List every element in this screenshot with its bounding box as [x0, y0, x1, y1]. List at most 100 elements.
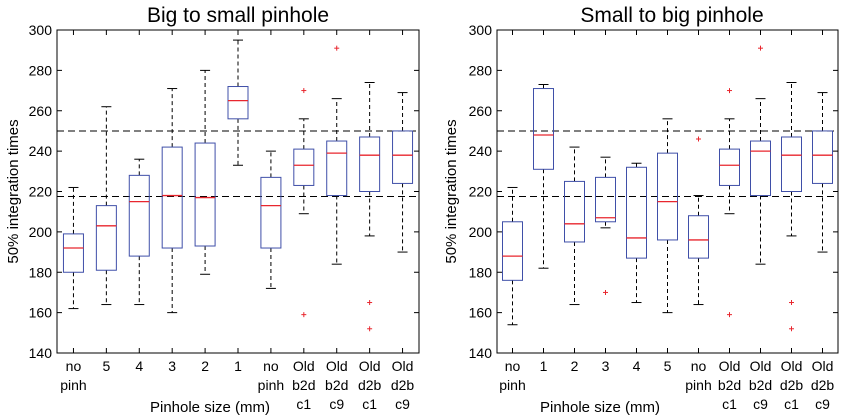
iqr-box	[564, 180, 585, 243]
box-8	[719, 88, 740, 318]
box-9	[750, 45, 771, 265]
outlier-marker	[301, 312, 307, 318]
iqr-box	[781, 136, 802, 192]
x-tick-label: 3	[602, 358, 610, 374]
outlier-marker	[367, 300, 373, 306]
outlier-marker	[603, 289, 608, 295]
y-axis-label: 50% integration times	[443, 119, 460, 263]
outlier-marker	[334, 45, 340, 51]
y-tick-label: 260	[29, 103, 53, 119]
iqr-box	[227, 86, 249, 120]
iqr-box	[688, 215, 709, 259]
box-11	[812, 92, 833, 253]
y-tick-label: 180	[469, 264, 493, 280]
box-4	[595, 156, 616, 295]
x-tick-label: Old d2b c1	[358, 358, 382, 412]
box-10	[359, 81, 381, 332]
y-tick-label: 200	[29, 224, 53, 240]
x-tick-label: 4	[135, 358, 143, 374]
x-tick-label: 5	[102, 358, 110, 374]
iqr-box	[719, 148, 740, 186]
outlier-marker	[367, 326, 373, 332]
outlier-marker	[727, 88, 732, 94]
y-tick-label: 240	[29, 143, 53, 159]
y-tick-label: 220	[469, 184, 493, 200]
iqr-box	[128, 174, 150, 257]
box-7	[688, 136, 709, 306]
box-10	[781, 81, 802, 332]
iqr-box	[812, 130, 833, 184]
chart-title: Big to small pinhole	[147, 4, 329, 27]
x-tick-label: no pinh	[258, 358, 284, 393]
iqr-box	[95, 205, 117, 271]
x-tick-label: 2	[201, 358, 209, 374]
box-9	[326, 45, 348, 265]
iqr-box	[750, 140, 771, 197]
iqr-box	[194, 142, 216, 247]
iqr-box	[161, 146, 183, 249]
box-3	[128, 158, 150, 306]
x-tick-label: 5	[664, 358, 672, 374]
x-tick-label: 1	[540, 358, 548, 374]
y-tick-label: 160	[29, 305, 53, 321]
x-axis-label: Pinhole size (mm)	[540, 399, 660, 416]
x-tick-label: Old d2b c9	[391, 358, 415, 412]
outlier-marker	[789, 326, 794, 332]
x-tick-label: 2	[571, 358, 579, 374]
x-tick-label: Old b2d c1	[292, 358, 315, 412]
x-tick-label: 1	[234, 358, 242, 374]
y-tick-label: 160	[469, 305, 493, 321]
y-tick-label: 220	[29, 184, 53, 200]
y-tick-label: 200	[469, 224, 493, 240]
y-tick-label: 140	[29, 345, 53, 361]
iqr-box	[502, 221, 523, 281]
iqr-box	[533, 88, 554, 170]
box-2	[533, 84, 554, 269]
box-5	[626, 162, 647, 304]
chart-title: Small to big pinhole	[580, 4, 763, 27]
box-3	[564, 146, 585, 306]
y-axis-label: 50% integration times	[5, 119, 22, 263]
box-8	[293, 88, 315, 318]
box-1	[62, 186, 84, 310]
iqr-box	[657, 152, 678, 241]
x-tick-label: Old b2d c9	[325, 358, 348, 412]
y-tick-label: 140	[469, 345, 493, 361]
y-tick-label: 240	[469, 143, 493, 159]
x-tick-label: 4	[633, 358, 641, 374]
x-tick-label: Old d2b c9	[811, 358, 835, 412]
x-tick-label: no pinh	[499, 358, 525, 393]
outlier-marker	[696, 136, 701, 142]
box-6	[227, 39, 249, 166]
iqr-box	[392, 130, 414, 184]
box-1	[502, 186, 523, 326]
iqr-box	[626, 166, 647, 259]
outlier-marker	[789, 300, 794, 306]
outlier-marker	[758, 45, 763, 51]
y-tick-label: 280	[29, 62, 53, 78]
x-tick-label: no pinh	[60, 358, 86, 393]
chart-panel-2: Small to big pinhole 140 160 180 200 220 240 26…	[443, 4, 839, 416]
chart-panel-1: Big to small pinhole 140 160 180 200 220 240 26…	[5, 4, 420, 416]
box-11	[392, 92, 414, 253]
x-tick-label: Old d2b c1	[780, 358, 804, 412]
x-tick-label: 3	[168, 358, 176, 374]
x-tick-label: Old b2d c1	[718, 358, 741, 412]
box-6	[657, 118, 678, 314]
y-tick-label: 300	[469, 22, 493, 38]
box-5	[194, 69, 216, 275]
y-tick-label: 180	[29, 264, 53, 280]
iqr-box	[62, 233, 84, 273]
iqr-box	[359, 136, 381, 192]
iqr-box	[293, 148, 315, 186]
y-tick-label: 260	[469, 103, 493, 119]
outlier-marker	[301, 88, 307, 94]
iqr-box	[260, 176, 282, 249]
iqr-box	[326, 140, 348, 197]
x-axis-label: Pinhole size (mm)	[150, 399, 270, 416]
outlier-marker	[727, 312, 732, 318]
box-7	[260, 150, 282, 289]
box-2	[95, 106, 117, 306]
y-tick-label: 280	[469, 62, 493, 78]
